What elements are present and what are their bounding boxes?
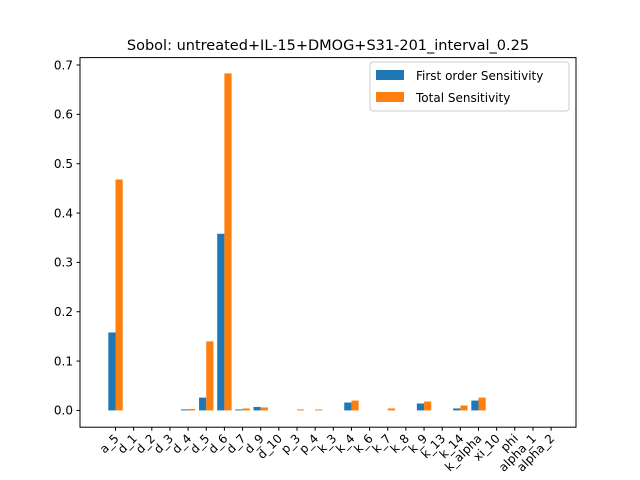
- y-tick-label: 0.7: [54, 58, 73, 72]
- bar-first-order-d_4: [180, 409, 189, 411]
- bar-first-order-k_alpha: [471, 400, 479, 411]
- bar-total-a_5: [115, 179, 123, 411]
- bar-first-order-k_14: [453, 408, 461, 411]
- y-tick-label: 0.1: [54, 354, 73, 368]
- legend-label-total: Total Sensitivity: [415, 91, 510, 105]
- bar-total-k_4: [351, 400, 359, 411]
- legend-swatch-first-order: [376, 70, 404, 80]
- bar-first-order-k_4: [344, 402, 352, 411]
- bar-total-k_7: [387, 408, 395, 411]
- y-tick-label: 0.2: [54, 305, 73, 319]
- bar-first-order-k_9: [416, 403, 425, 411]
- legend-swatch-total: [376, 92, 404, 102]
- bar-first-order-d_9: [253, 406, 261, 411]
- y-tick-label: 0.0: [54, 404, 73, 418]
- bar-total-d_9: [260, 407, 268, 411]
- bar-first-order-d_5: [199, 397, 207, 411]
- bar-total-d_5: [206, 341, 214, 411]
- y-tick-label: 0.3: [54, 256, 73, 270]
- bar-total-k_alpha: [478, 397, 486, 411]
- y-axis: 0.0 0.1 0.2 0.3 0.4 0.5 0.6 0.7: [54, 58, 80, 418]
- chart-title: Sobol: untreated+IL-15+DMOG+S31-201_inte…: [127, 38, 529, 54]
- bar-total-d_6: [224, 73, 232, 411]
- bar-total-p_3: [297, 409, 305, 411]
- y-tick-label: 0.4: [54, 206, 73, 220]
- plot-frame: [79, 57, 577, 428]
- y-tick-label: 0.6: [54, 108, 73, 122]
- bar-total-p_4: [315, 409, 323, 411]
- bar-total-d_7: [242, 408, 250, 411]
- legend: First order Sensitivity Total Sensitivit…: [369, 61, 570, 112]
- bar-total-k_9: [424, 401, 432, 411]
- bar-first-order-d_6: [217, 233, 225, 411]
- bar-total-k_14: [460, 405, 468, 411]
- bar-total-d_4: [188, 408, 196, 411]
- bars-group: [108, 73, 486, 411]
- legend-box: [369, 61, 570, 112]
- bar-first-order-a_5: [108, 332, 116, 411]
- y-tick-label: 0.5: [54, 157, 73, 171]
- bar-first-order-d_7: [235, 409, 243, 411]
- legend-label-first-order: First order Sensitivity: [416, 69, 543, 83]
